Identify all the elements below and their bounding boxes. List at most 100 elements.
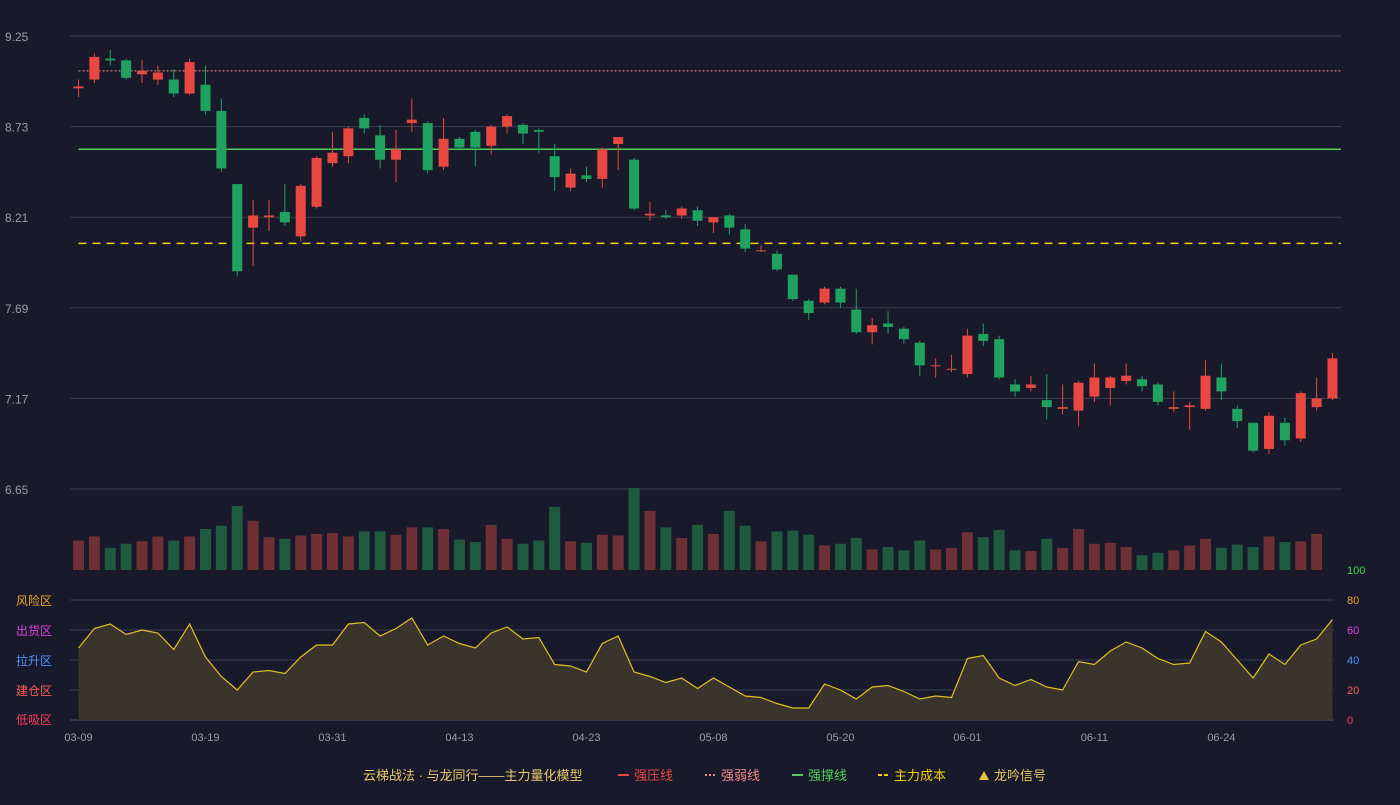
candle-body (629, 159, 640, 209)
legend-swatch (979, 771, 989, 780)
volume-bar (1057, 547, 1069, 570)
candle-body (486, 126, 497, 146)
price-tick-label: 8.73 (5, 121, 29, 135)
volume-bar (88, 536, 100, 570)
legend-label: 强压线 (634, 768, 673, 783)
price-tick-label: 8.21 (5, 211, 29, 225)
volume-bar (961, 532, 973, 570)
candle-body (1010, 384, 1021, 392)
candle-body (660, 215, 671, 218)
volume-bar (311, 533, 323, 570)
candle-body (1152, 384, 1163, 402)
candle-body (994, 339, 1005, 378)
candle-body (121, 60, 132, 78)
oscillator-area (78, 618, 1333, 720)
volume-bar (787, 530, 799, 570)
volume-bar (295, 535, 307, 570)
candle-body (676, 208, 687, 216)
candle-body (803, 300, 814, 314)
price-tick-label: 7.17 (5, 392, 29, 406)
candle-body (311, 157, 322, 207)
x-tick-label: 03-31 (318, 732, 346, 744)
zone-label: 风险区 (16, 593, 52, 608)
volume-bar (199, 529, 211, 570)
volume-bar (1184, 545, 1196, 570)
volume-bar (358, 531, 370, 570)
volume-bar (850, 538, 862, 570)
volume-bar (485, 524, 497, 570)
candle-body (1105, 377, 1116, 388)
legend-label: 主力成本 (894, 768, 946, 783)
volume-bar (565, 541, 577, 570)
candle-body (470, 131, 481, 148)
volume-bar (247, 520, 259, 570)
oscillator-tick-label: 0 (1347, 715, 1353, 727)
volume-bar (549, 506, 561, 570)
volume-bar (533, 540, 545, 570)
volume-bar (517, 543, 529, 570)
volume-bar (326, 533, 338, 570)
candle-body (105, 58, 116, 61)
candle-body (1311, 398, 1322, 408)
oscillator-tick-label: 60 (1347, 625, 1359, 637)
x-tick-label: 06-01 (953, 732, 981, 744)
volume-bar (993, 529, 1005, 570)
candle-body (168, 79, 179, 94)
volume-bars (73, 488, 1323, 570)
volume-bar (739, 525, 751, 570)
candle-body (136, 70, 147, 75)
volume-bar (501, 538, 513, 570)
volume-bar (152, 536, 164, 570)
candle-body (454, 138, 465, 148)
volume-bar (1247, 547, 1259, 570)
candle-body (581, 175, 592, 179)
chart-legend: 云梯战法 · 与龙同行——主力量化模型 强压线 强弱线 强撑线 主力成本 龙吟信号 (363, 768, 1046, 783)
candle-body (835, 288, 846, 303)
volume-bar (1263, 536, 1275, 570)
candle-body (708, 217, 719, 223)
candle-body (216, 110, 227, 169)
volume-bar (723, 510, 735, 570)
volume-bar (184, 536, 196, 570)
candle-body (978, 333, 989, 341)
volume-bar (707, 533, 719, 570)
candle-body (359, 117, 370, 129)
volume-bar (644, 510, 656, 570)
x-tick-label: 05-20 (826, 732, 854, 744)
candle-body (946, 368, 957, 370)
zone-label: 拉升区 (16, 653, 52, 668)
candle-body (1121, 375, 1132, 381)
candle-body (914, 342, 925, 366)
candle-body (613, 137, 624, 145)
volume-bar (771, 531, 783, 570)
volume-bar (263, 537, 275, 570)
volume-bar (1215, 547, 1227, 570)
candle-body (1041, 400, 1052, 408)
volume-bar (438, 529, 450, 570)
volume-bar (104, 547, 116, 570)
candle-body (549, 156, 560, 178)
candle-body (343, 128, 354, 157)
x-tick-label: 04-13 (445, 732, 473, 744)
candle-body (597, 149, 608, 179)
volume-bar (882, 547, 894, 570)
candle-body (517, 124, 528, 134)
volume-bar (1295, 541, 1307, 570)
candlestick-series (73, 49, 1338, 455)
x-tick-label: 06-24 (1207, 732, 1235, 744)
candle-body (263, 215, 274, 218)
legend-label: 强弱线 (721, 768, 760, 783)
x-tick-label: 03-09 (64, 732, 92, 744)
candle-body (1168, 407, 1179, 409)
legend-label: 龙吟信号 (994, 768, 1046, 783)
candle-body (295, 185, 306, 237)
candle-body (390, 149, 401, 160)
legend-title: 云梯战法 · 与龙同行——主力量化模型 (363, 768, 583, 783)
volume-bar (1200, 538, 1212, 570)
candle-body (89, 56, 100, 80)
candle-body (962, 335, 973, 375)
candle-body (422, 123, 433, 171)
